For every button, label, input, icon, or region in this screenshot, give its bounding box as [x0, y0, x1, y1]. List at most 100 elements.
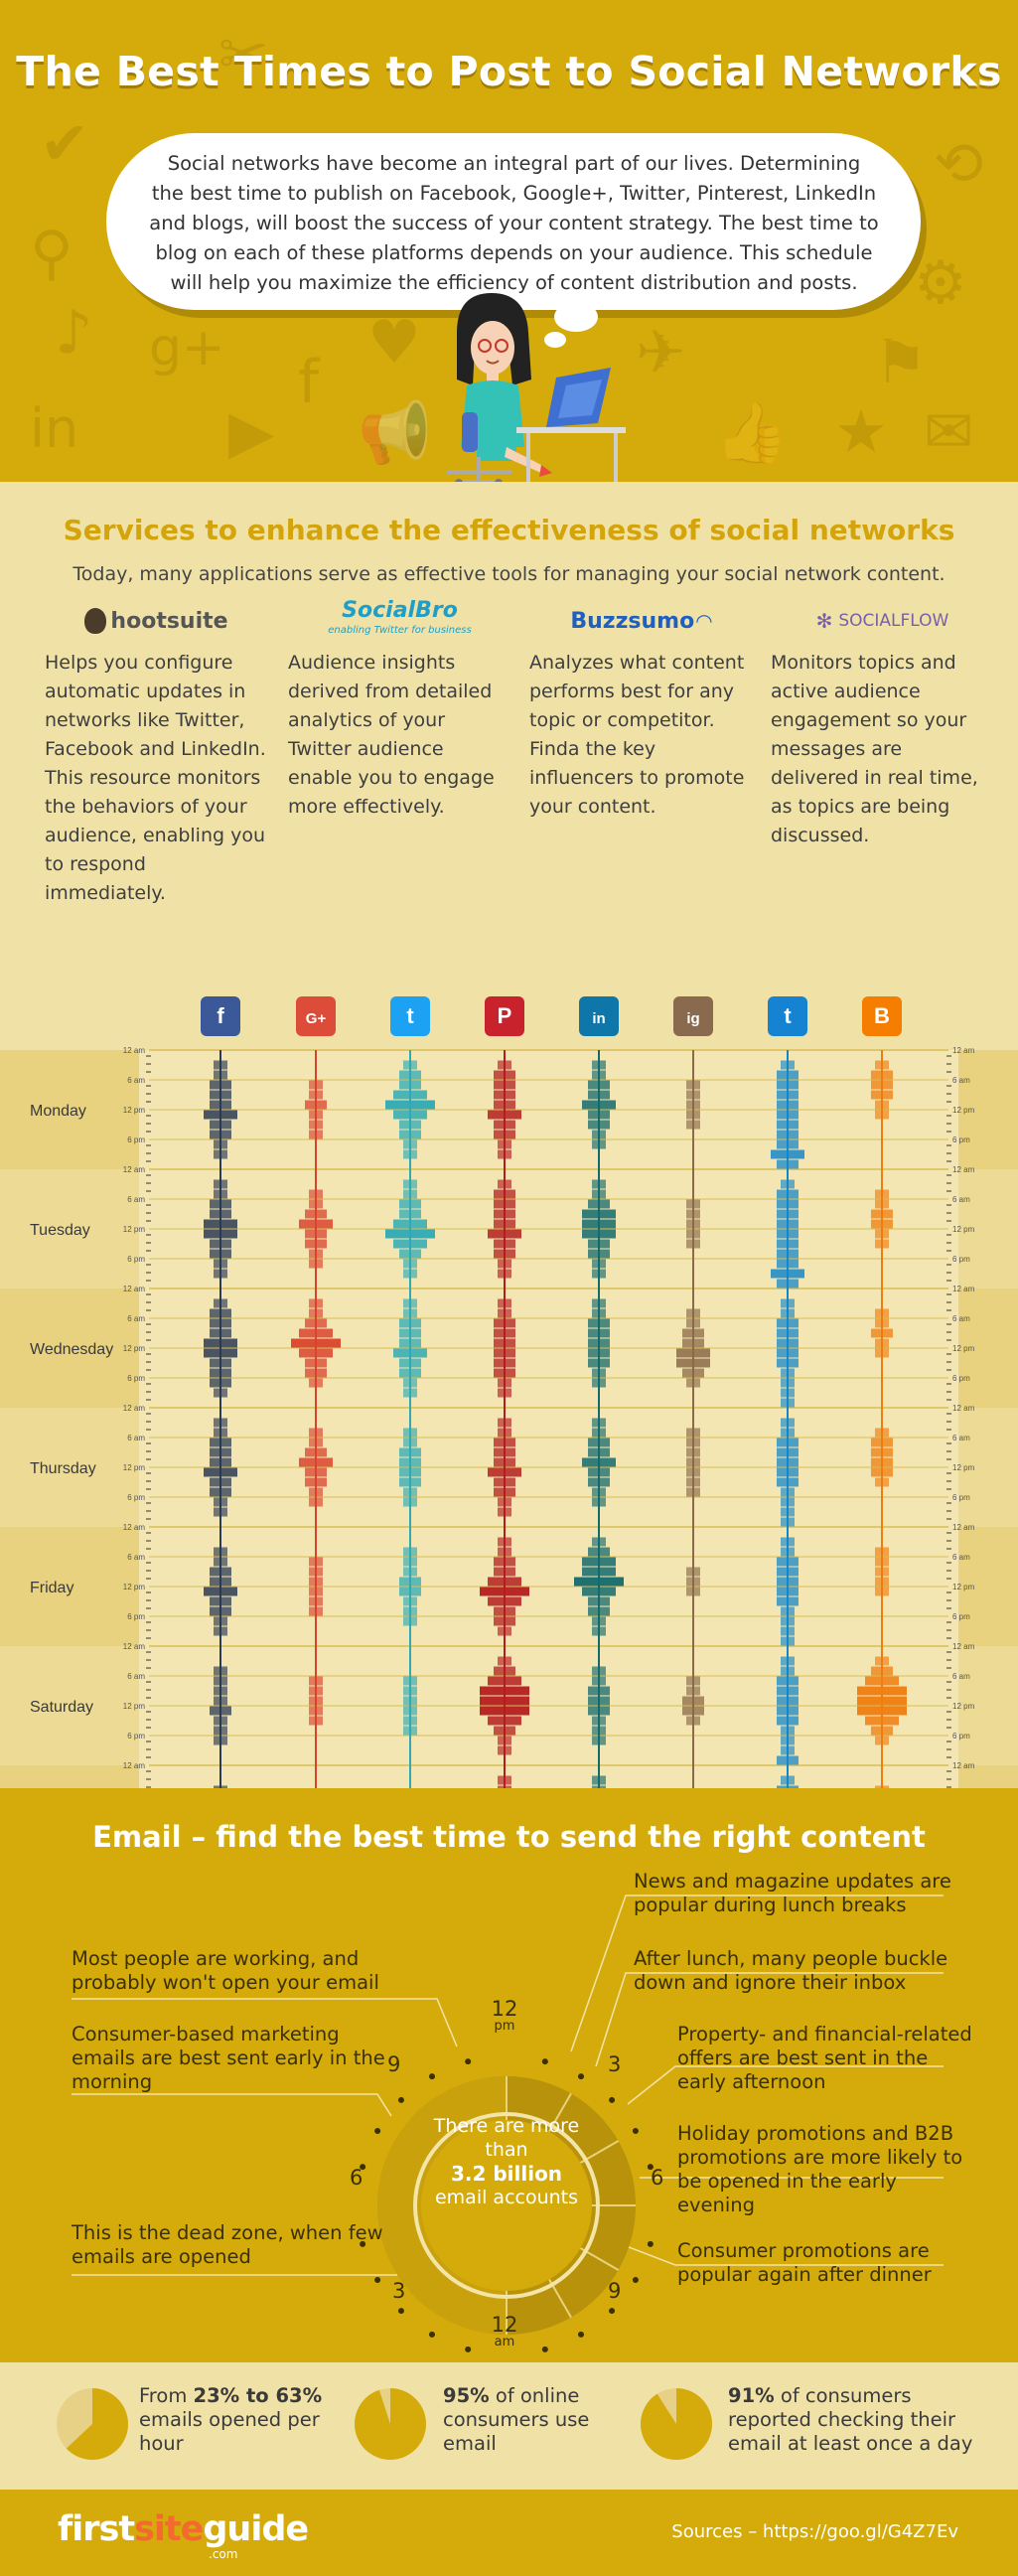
stats-section: From 23% to 63% emails opened per hour 9… — [0, 2362, 1018, 2490]
activity-segment — [488, 1676, 521, 1686]
stat-text-3: 91% of consumers reported checking their… — [728, 2384, 976, 2456]
activity-segment — [498, 1418, 511, 1428]
activity-segment — [875, 1199, 889, 1209]
time-tick-label-right: 6 pm — [952, 1612, 970, 1621]
activity-segment — [494, 1358, 515, 1368]
activity-segment — [498, 1547, 511, 1557]
activity-segment — [210, 1706, 231, 1716]
location-pin-icon: ⚑ — [874, 328, 928, 397]
activity-segment — [777, 1100, 799, 1110]
activity-segment — [686, 1090, 700, 1100]
activity-segment — [385, 1229, 435, 1239]
activity-segment — [875, 1547, 889, 1557]
activity-segment — [588, 1447, 610, 1457]
activity-segment — [592, 1775, 606, 1785]
activity-segment — [781, 1487, 795, 1497]
stat-3-bold: 91% — [728, 2384, 775, 2407]
time-tick-label-left: 12 pm — [123, 1702, 146, 1711]
activity-segment — [592, 1736, 606, 1745]
activity-segment — [777, 1120, 799, 1130]
activity-segment — [781, 1428, 795, 1438]
activity-segment — [592, 1298, 606, 1308]
activity-segment — [777, 1567, 799, 1577]
activity-segment — [305, 1467, 327, 1477]
activity-segment — [686, 1308, 700, 1318]
activity-segment — [488, 1596, 521, 1606]
activity-segment — [403, 1189, 417, 1199]
activity-segment — [309, 1438, 323, 1447]
activity-segment — [781, 1736, 795, 1745]
activity-segment — [875, 1318, 889, 1328]
stat-1-bold: 23% to 63% — [193, 2384, 323, 2407]
activity-segment — [309, 1428, 323, 1438]
activity-segment — [488, 1577, 521, 1587]
music-note-icon: ♪ — [55, 298, 93, 368]
activity-segment — [777, 1716, 799, 1726]
activity-segment — [777, 1209, 799, 1219]
activity-segment — [592, 1130, 606, 1139]
sources-link[interactable]: Sources – https://goo.gl/G4Z7Ev — [671, 2521, 958, 2542]
activity-segment — [777, 1477, 799, 1487]
activity-segment — [399, 1130, 421, 1139]
activity-segment — [686, 1318, 700, 1328]
brand-logo[interactable]: firstsiteguide — [58, 2509, 309, 2549]
clock-hour-dot — [647, 2240, 654, 2247]
time-tick-label-right: 6 am — [952, 1553, 970, 1562]
time-tick-label-right: 6 am — [952, 1195, 970, 1204]
activity-segment — [488, 1229, 521, 1239]
activity-segment — [494, 1239, 515, 1249]
activity-segment — [204, 1587, 237, 1596]
activity-segment — [857, 1696, 907, 1706]
activity-segment — [777, 1467, 799, 1477]
activity-segment — [403, 1298, 417, 1308]
activity-segment — [399, 1199, 421, 1209]
time-tick-label-left: 12 am — [123, 1523, 146, 1532]
activity-segment — [309, 1686, 323, 1696]
activity-segment — [875, 1110, 889, 1120]
time-tick-label-right: 12 pm — [952, 1702, 975, 1711]
activity-segment — [488, 1716, 521, 1726]
activity-segment — [686, 1199, 700, 1209]
activity-segment — [309, 1706, 323, 1716]
activity-segment — [777, 1457, 799, 1467]
activity-segment — [403, 1616, 417, 1626]
activity-segment — [210, 1606, 231, 1616]
activity-segment — [588, 1348, 610, 1358]
activity-segment — [399, 1080, 421, 1090]
activity-segment — [686, 1239, 700, 1249]
activity-segment — [210, 1457, 231, 1467]
activity-segment — [309, 1497, 323, 1507]
clock-pm-suffix: pm — [494, 2019, 515, 2034]
day-label: Tuesday — [30, 1222, 90, 1239]
activity-segment — [875, 1567, 889, 1577]
activity-segment — [781, 1656, 795, 1666]
activity-segment — [214, 1497, 227, 1507]
activity-segment — [875, 1577, 889, 1587]
activity-segment — [214, 1070, 227, 1080]
activity-segment — [588, 1110, 610, 1120]
activity-segment — [875, 1189, 889, 1199]
time-tick-label-left: 12 pm — [123, 1225, 146, 1234]
activity-segment — [781, 1606, 795, 1616]
time-tick-label-left: 12 am — [123, 1046, 146, 1055]
clock-label-9-left: 9 — [387, 2052, 401, 2076]
activity-segment — [875, 1338, 889, 1348]
activity-segment — [588, 1239, 610, 1249]
activity-segment — [309, 1577, 323, 1587]
activity-segment — [686, 1080, 700, 1090]
activity-segment — [385, 1100, 435, 1110]
stat-1-rest: emails opened per hour — [139, 2408, 320, 2455]
activity-segment — [875, 1557, 889, 1567]
activity-segment — [403, 1686, 417, 1696]
time-tick-label-left: 12 am — [123, 1761, 146, 1770]
activity-segment — [498, 1736, 511, 1745]
activity-segment — [592, 1726, 606, 1736]
time-tick-label-right: 12 am — [952, 1165, 975, 1174]
activity-segment — [399, 1467, 421, 1477]
activity-segment — [777, 1348, 799, 1358]
activity-segment — [781, 1626, 795, 1636]
activity-segment — [214, 1139, 227, 1149]
activity-segment — [494, 1487, 515, 1497]
stat-pie-3 — [641, 2388, 712, 2460]
stat-2-rest: of online consumers use email — [443, 2384, 590, 2455]
